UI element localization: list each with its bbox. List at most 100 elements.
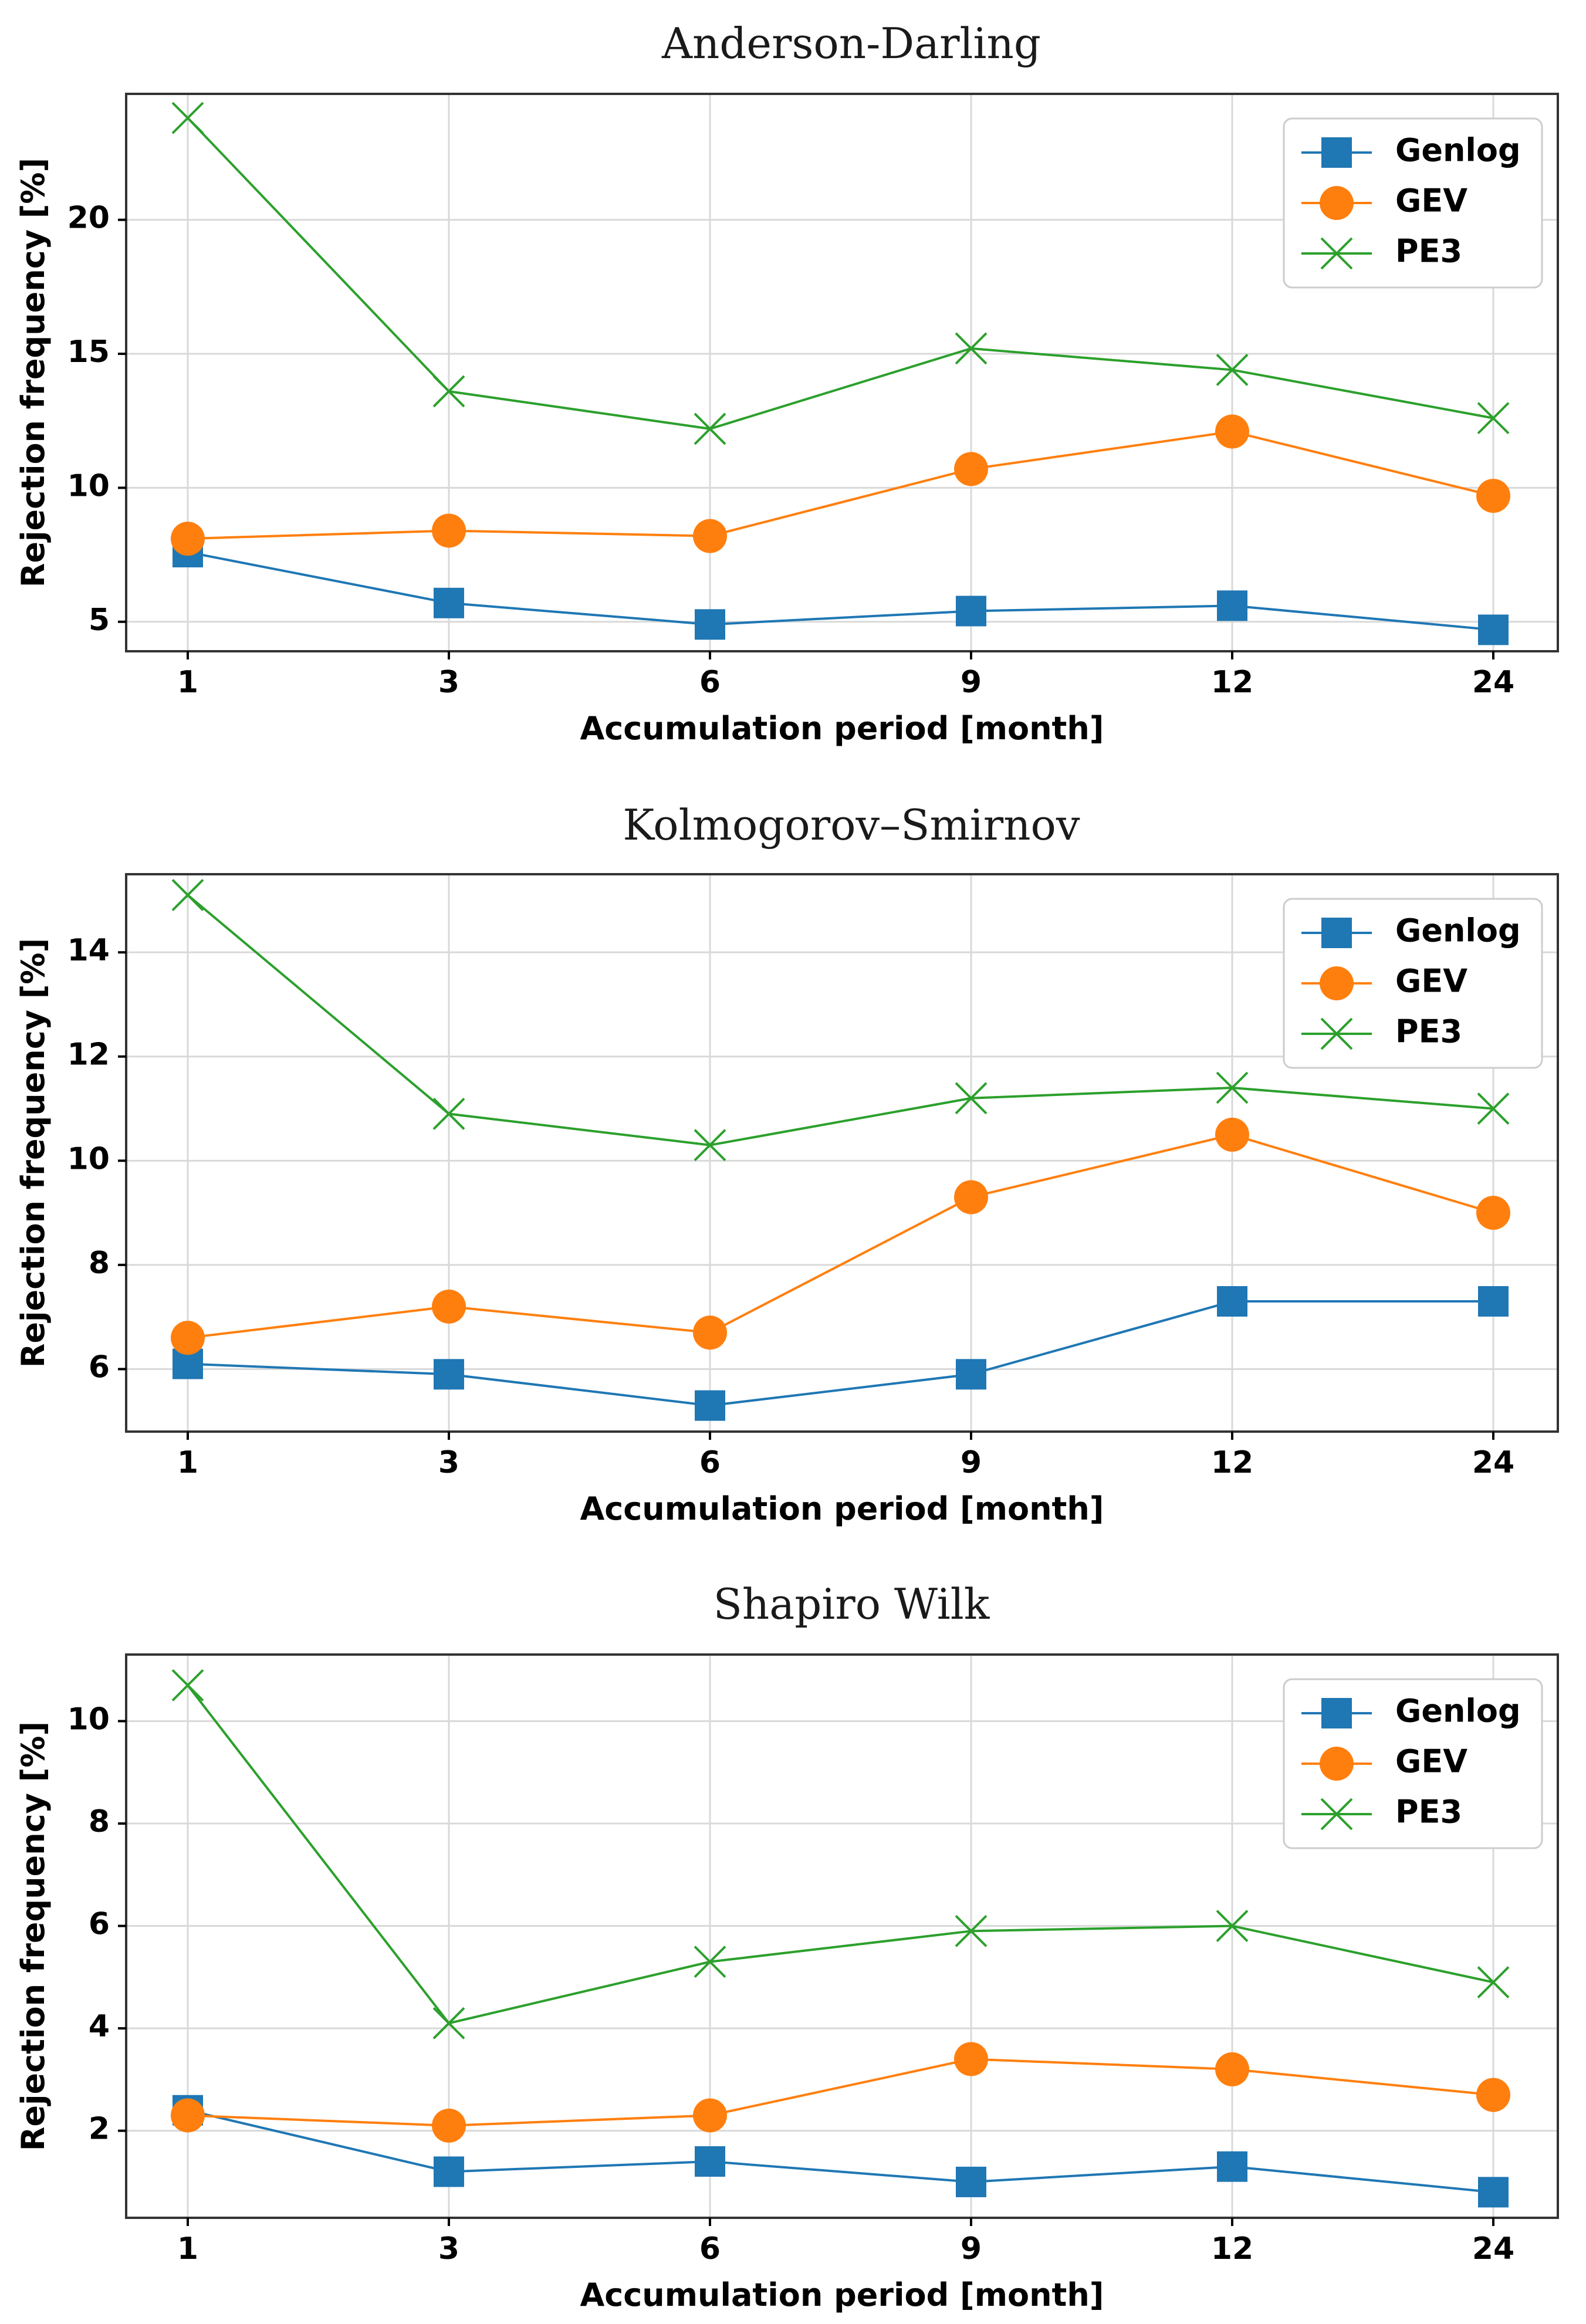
data-point-pe3-stroke-b xyxy=(171,879,204,911)
data-point-pe3 xyxy=(694,412,726,445)
y-tick-label: 10 xyxy=(67,1141,110,1176)
y-tick-label: 2 xyxy=(89,2112,110,2147)
x-tick-label: 9 xyxy=(961,665,982,700)
data-point-pe3-stroke-b xyxy=(1477,1092,1510,1125)
data-point-genlog xyxy=(1478,2177,1509,2208)
series-line-pe3 xyxy=(187,894,1494,1146)
data-point-gev xyxy=(1215,1117,1249,1152)
data-point-pe3-stroke-b xyxy=(1477,402,1510,435)
x-tick-label: 6 xyxy=(699,1445,721,1480)
x-tick-label: 1 xyxy=(177,1445,198,1480)
data-point-gev xyxy=(171,522,205,556)
data-point-gev xyxy=(693,1315,727,1350)
series-line-genlog xyxy=(187,1300,1493,1407)
legend-marker-pe3-stroke-b xyxy=(1320,237,1353,270)
data-point-pe3 xyxy=(171,102,204,134)
data-point-genlog xyxy=(695,2146,725,2177)
x-tick-label: 9 xyxy=(961,2231,982,2267)
legend-marker-gev xyxy=(1320,1747,1354,1781)
data-point-gev xyxy=(171,2098,205,2133)
data-point-pe3-stroke-b xyxy=(955,1914,988,1947)
data-point-gev xyxy=(693,2098,727,2133)
data-point-gev xyxy=(954,452,988,486)
legend: Genlog GEV PE3 xyxy=(1283,1678,1543,1849)
data-point-pe3 xyxy=(171,1669,204,1701)
x-tick-label: 24 xyxy=(1472,665,1514,700)
data-point-pe3-stroke-b xyxy=(1216,1071,1249,1104)
data-point-pe3-stroke-b xyxy=(171,1669,204,1701)
y-tick-label: 6 xyxy=(89,1907,110,1942)
data-point-genlog xyxy=(434,2156,464,2187)
series-line-pe3 xyxy=(187,1684,1494,2025)
data-point-pe3 xyxy=(1216,354,1249,386)
plot-frame xyxy=(125,1653,1559,2219)
legend-marker-genlog xyxy=(1321,918,1352,948)
data-point-gev xyxy=(1476,2078,1510,2112)
data-point-gev xyxy=(1215,2052,1249,2086)
data-point-gev xyxy=(1476,1196,1510,1230)
series-line-genlog xyxy=(187,2109,1494,2194)
y-tick-label: 10 xyxy=(67,468,110,503)
data-point-gev xyxy=(1215,414,1249,449)
chart-title: Shapiro Wilk xyxy=(713,1579,990,1629)
x-tick-label: 3 xyxy=(438,2231,459,2267)
x-tick-label: 12 xyxy=(1211,2231,1253,2267)
data-point-pe3 xyxy=(1477,402,1510,435)
data-point-genlog xyxy=(956,2166,986,2197)
data-point-pe3 xyxy=(432,375,465,408)
data-point-gev xyxy=(954,1180,988,1215)
x-tick-label: 24 xyxy=(1472,2231,1514,2267)
legend-label-gev: GEV xyxy=(1395,182,1467,219)
x-tick-label: 24 xyxy=(1472,1445,1514,1480)
y-axis-label: Rejection frequency [%] xyxy=(15,938,52,1368)
y-tick-label: 14 xyxy=(67,933,110,968)
x-tick-label: 12 xyxy=(1211,665,1253,700)
plot-frame xyxy=(125,873,1559,1433)
data-point-pe3 xyxy=(694,1946,726,1978)
legend-marker-pe3 xyxy=(1320,237,1353,270)
legend-marker-gev xyxy=(1320,966,1354,1000)
data-point-pe3 xyxy=(694,1129,726,1162)
x-tick-label: 3 xyxy=(438,1445,459,1480)
data-point-gev xyxy=(1476,479,1510,513)
data-point-pe3-stroke-b xyxy=(1216,1910,1249,1942)
data-point-pe3-stroke-b xyxy=(432,2007,465,2039)
x-axis-label: Accumulation period [month] xyxy=(580,1490,1104,1527)
legend-label-pe3: PE3 xyxy=(1395,233,1462,270)
data-point-gev xyxy=(432,1289,466,1324)
x-tick-label: 12 xyxy=(1211,1445,1253,1480)
series-line-genlog xyxy=(187,551,1494,631)
data-point-pe3-stroke-b xyxy=(432,1097,465,1130)
legend-marker-pe3 xyxy=(1320,1798,1353,1831)
data-point-pe3-stroke-b xyxy=(694,1129,726,1162)
y-axis-label: Rejection frequency [%] xyxy=(15,1721,52,2151)
data-point-pe3-stroke-b xyxy=(171,102,204,134)
data-point-pe3 xyxy=(1477,1092,1510,1125)
legend-marker-pe3-stroke-b xyxy=(1320,1017,1353,1050)
data-point-pe3-stroke-b xyxy=(1477,1966,1510,1998)
data-point-genlog xyxy=(1478,614,1509,645)
data-point-genlog xyxy=(434,587,464,618)
data-point-pe3 xyxy=(1216,1910,1249,1942)
chart-panel-2: Kolmogorov–Smirnov 6 8 10 12 14 1 3 6 9 12 24 Accumu… xyxy=(15,800,1559,1527)
data-point-pe3 xyxy=(432,1097,465,1130)
data-point-gev xyxy=(693,519,727,553)
chart-title: Kolmogorov–Smirnov xyxy=(623,800,1080,850)
data-point-pe3 xyxy=(1477,1966,1510,1998)
series-line-pe3 xyxy=(187,117,1494,430)
y-tick-label: 8 xyxy=(89,1246,110,1281)
plot-frame xyxy=(125,93,1559,652)
legend: Genlog GEV PE3 xyxy=(1283,898,1543,1069)
y-tick-label: 10 xyxy=(67,1701,110,1737)
series-line-gev xyxy=(187,1133,1494,1339)
x-tick-label: 9 xyxy=(961,1445,982,1480)
x-axis-label: Accumulation period [month] xyxy=(580,2276,1104,2313)
data-point-genlog xyxy=(1217,590,1247,621)
series-line-gev xyxy=(187,430,1494,540)
data-point-genlog xyxy=(1478,1286,1509,1317)
x-tick-label: 1 xyxy=(177,2231,198,2267)
data-point-pe3-stroke-b xyxy=(694,1946,726,1978)
